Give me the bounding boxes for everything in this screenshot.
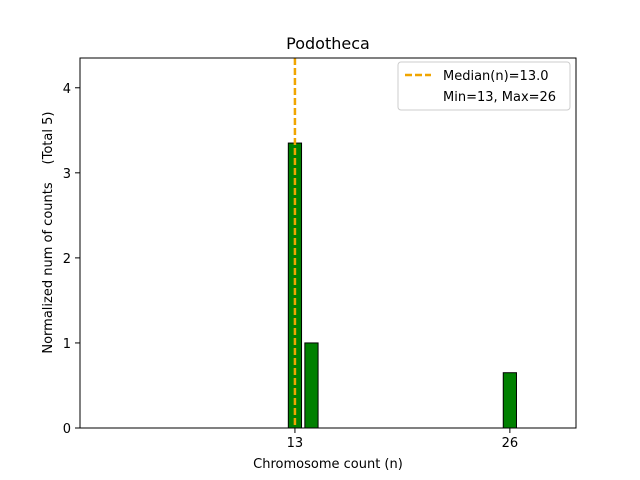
- y-tick-label-2: 2: [63, 252, 71, 267]
- y-tick-label-0: 0: [63, 422, 71, 437]
- legend: Median(n)=13.0 Min=13, Max=26: [397, 61, 571, 111]
- y-tick-label-3: 3: [63, 167, 71, 182]
- bar-26-2: [502, 372, 517, 429]
- bar-14-1: [304, 342, 319, 429]
- legend-box: [397, 61, 571, 111]
- plot-frame: [79, 57, 577, 429]
- y-axis-ticks: 0 1 2 3 4: [63, 82, 80, 437]
- bar-13-0: [287, 142, 303, 429]
- y-axis-label: Normalized num of counts: [41, 182, 56, 353]
- y-tick-label-4: 4: [63, 82, 71, 97]
- legend-entry-median: Median(n)=13.0: [443, 69, 549, 84]
- x-tick-label-13: 13: [287, 436, 304, 451]
- x-axis-ticks: 13 26: [287, 428, 518, 451]
- y-tick-label-1: 1: [63, 337, 71, 352]
- x-axis-label: Chromosome count (n): [253, 457, 403, 472]
- chart-title: Podotheca: [286, 34, 370, 53]
- x-tick-label-26: 26: [502, 436, 519, 451]
- bars-group: [287, 142, 517, 429]
- y-axis-total-note: (Total 5): [41, 112, 56, 165]
- legend-entry-minmax: Min=13, Max=26: [443, 90, 556, 105]
